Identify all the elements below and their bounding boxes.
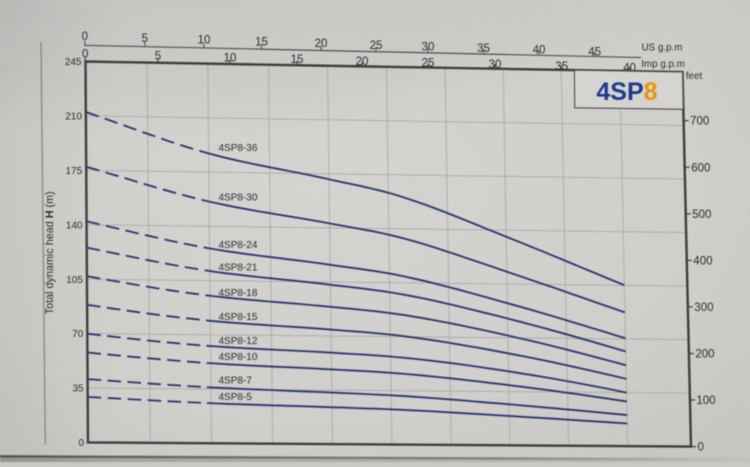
svg-text:25: 25 bbox=[370, 40, 383, 52]
svg-text:0: 0 bbox=[698, 442, 704, 454]
svg-text:4SP8: 4SP8 bbox=[596, 78, 657, 106]
svg-text:US g.p.m: US g.p.m bbox=[642, 43, 683, 54]
svg-text:20: 20 bbox=[356, 56, 369, 68]
svg-text:35: 35 bbox=[72, 384, 84, 395]
svg-text:40: 40 bbox=[533, 45, 546, 57]
svg-text:10: 10 bbox=[224, 52, 237, 64]
svg-text:175: 175 bbox=[66, 166, 83, 177]
svg-text:300: 300 bbox=[694, 302, 713, 314]
svg-text:4SP8-7: 4SP8-7 bbox=[219, 376, 253, 387]
svg-text:700: 700 bbox=[690, 116, 709, 128]
svg-text:4SP8-15: 4SP8-15 bbox=[219, 312, 258, 323]
svg-text:400: 400 bbox=[693, 255, 712, 267]
svg-text:500: 500 bbox=[692, 209, 711, 221]
svg-text:15: 15 bbox=[255, 36, 268, 48]
svg-text:100: 100 bbox=[696, 395, 715, 407]
svg-text:Imp g.p.m: Imp g.p.m bbox=[641, 59, 685, 70]
svg-text:0: 0 bbox=[82, 31, 88, 43]
svg-text:4SP8-5: 4SP8-5 bbox=[219, 392, 253, 403]
svg-text:10: 10 bbox=[198, 35, 211, 47]
svg-text:Total dynamic head H (m): Total dynamic head H (m) bbox=[44, 191, 56, 314]
svg-text:600: 600 bbox=[691, 162, 710, 174]
svg-text:feet: feet bbox=[686, 71, 703, 82]
svg-text:140: 140 bbox=[66, 220, 83, 231]
svg-text:4SP8-10: 4SP8-10 bbox=[219, 352, 258, 363]
svg-text:4SP8-24: 4SP8-24 bbox=[219, 240, 258, 251]
svg-text:35: 35 bbox=[555, 61, 568, 73]
svg-text:5: 5 bbox=[155, 51, 161, 63]
svg-text:30: 30 bbox=[489, 59, 502, 71]
svg-text:4SP8-30: 4SP8-30 bbox=[219, 192, 258, 203]
svg-text:70: 70 bbox=[72, 329, 84, 340]
svg-text:30: 30 bbox=[422, 41, 435, 53]
svg-text:15: 15 bbox=[291, 54, 304, 66]
svg-text:20: 20 bbox=[315, 38, 328, 50]
svg-text:25: 25 bbox=[422, 58, 435, 70]
svg-text:200: 200 bbox=[695, 349, 714, 361]
svg-text:4SP8-12: 4SP8-12 bbox=[219, 336, 258, 347]
svg-text:4SP8-36: 4SP8-36 bbox=[219, 143, 258, 154]
svg-text:0: 0 bbox=[82, 49, 88, 61]
svg-text:35: 35 bbox=[477, 43, 490, 55]
svg-text:210: 210 bbox=[65, 112, 82, 123]
svg-text:105: 105 bbox=[66, 275, 83, 286]
svg-text:0: 0 bbox=[78, 438, 84, 449]
svg-text:4SP8-21: 4SP8-21 bbox=[219, 263, 258, 274]
svg-text:4SP8-18: 4SP8-18 bbox=[219, 288, 258, 299]
svg-text:245: 245 bbox=[65, 57, 82, 68]
svg-text:5: 5 bbox=[142, 33, 148, 45]
svg-text:45: 45 bbox=[588, 46, 601, 58]
